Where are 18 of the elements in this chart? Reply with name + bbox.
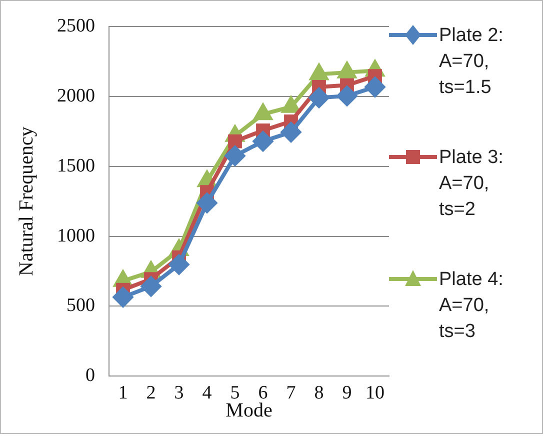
legend-label: Plate 4: A=70, ts=3 bbox=[439, 268, 504, 344]
y-tick-label: 2500 bbox=[57, 15, 95, 36]
legend-label: Plate 3: A=70, ts=2 bbox=[439, 146, 504, 222]
y-tick-label: 0 bbox=[86, 365, 95, 386]
y-tick-label: 2000 bbox=[57, 85, 95, 106]
y-axis-title: Natural Frequency bbox=[15, 126, 38, 276]
y-tick-label: 500 bbox=[66, 295, 95, 316]
y-tick-label: 1500 bbox=[57, 155, 95, 176]
x-tick-label: 2 bbox=[146, 382, 156, 404]
x-tick-label: 4 bbox=[202, 382, 212, 404]
x-tick-label: 1 bbox=[118, 382, 128, 404]
y-tick-label: 1000 bbox=[57, 225, 95, 246]
x-tick-label: 3 bbox=[174, 382, 184, 404]
x-tick-label: 8 bbox=[314, 382, 324, 404]
legend-label: Plate 2: A=70, ts=1.5 bbox=[439, 24, 504, 100]
x-tick-label: 9 bbox=[342, 382, 352, 404]
x-tick-label: 10 bbox=[366, 382, 384, 404]
x-tick-label: 7 bbox=[286, 382, 296, 404]
